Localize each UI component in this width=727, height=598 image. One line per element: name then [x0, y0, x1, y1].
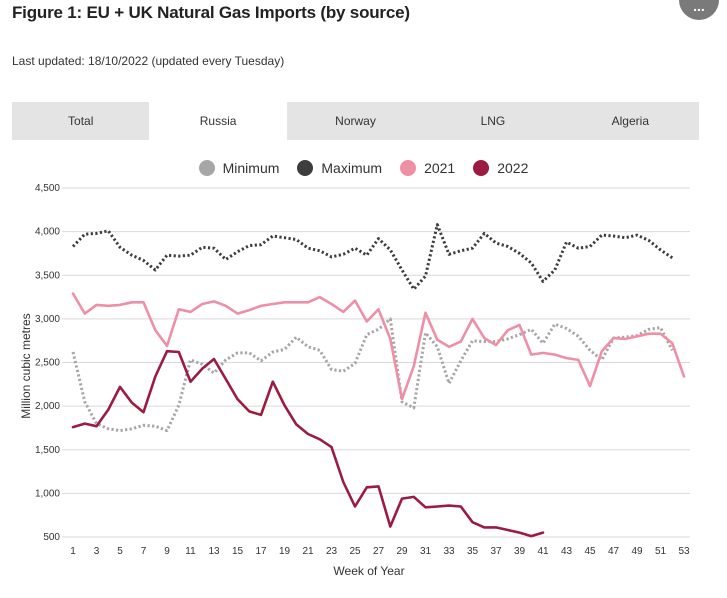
legend-item-2021[interactable]: 2021	[400, 160, 455, 176]
x-tick-label: 21	[302, 546, 314, 557]
chart-series	[71, 223, 686, 538]
x-tick-label: 7	[141, 546, 147, 557]
x-tick-label: 23	[326, 546, 338, 557]
legend-swatch-minimum	[198, 160, 215, 176]
x-tick-label: 5	[117, 546, 123, 557]
x-tick-label: 31	[420, 546, 432, 557]
x-tick-label: 39	[514, 546, 526, 557]
x-tick-label: 9	[164, 546, 170, 557]
tab-total[interactable]: Total	[68, 114, 94, 128]
x-tick-label: 15	[232, 546, 244, 557]
x-tick-label: 47	[608, 546, 620, 557]
series-line-2022	[71, 349, 545, 538]
x-tick-label: 3	[94, 546, 100, 557]
legend-swatch-maximum	[297, 160, 314, 176]
x-tick-label: 45	[584, 546, 596, 557]
chart-legend: Minimum Maximum 2021 2022	[0, 160, 727, 176]
x-tick-label: 11	[185, 546, 196, 557]
legend-item-minimum[interactable]: Minimum	[198, 160, 280, 176]
x-tick-label: 1	[70, 546, 76, 557]
y-tick-label: 3,500	[35, 270, 60, 281]
tab-russia[interactable]: Russia	[149, 102, 287, 140]
y-tick-label: 2,500	[35, 358, 60, 369]
x-axis-ticks: 1 3 5 7 9 11 13 15 17 19 21 23 25 27 29 31 33 35 37 39 41 43 4…	[70, 546, 690, 557]
legend-label-maximum: Maximum	[321, 160, 383, 176]
y-axis-ticks: 500 1,000 1,500 2,000 2,500 3,000 3,500 4,000 4,…	[35, 183, 60, 543]
x-tick-label: 35	[467, 546, 479, 557]
last-updated-text: Last updated: 18/10/2022 (updated every …	[12, 54, 285, 68]
x-axis-title: Week of Year	[333, 564, 404, 578]
chart-menu-button[interactable]: ...	[679, 0, 719, 20]
page-title: Figure 1: EU + UK Natural Gas Imports (b…	[12, 3, 410, 22]
y-tick-label: 4,000	[35, 227, 60, 238]
y-tick-label: 2,000	[35, 401, 60, 412]
series-line-maximum	[71, 223, 674, 291]
series-line-minimum	[71, 317, 674, 433]
x-tick-label: 51	[655, 546, 667, 557]
x-tick-label: 43	[561, 546, 573, 557]
legend-swatch-2021	[400, 160, 417, 176]
legend-item-maximum[interactable]: Maximum	[297, 160, 382, 176]
y-axis-title: Million cubic metres	[19, 313, 33, 418]
y-tick-label: 1,000	[35, 488, 60, 499]
y-tick-label: 500	[43, 532, 60, 543]
x-tick-label: 25	[349, 546, 361, 557]
tab-lng[interactable]: LNG	[480, 114, 506, 128]
x-tick-label: 49	[631, 546, 643, 557]
legend-label-minimum: Minimum	[222, 160, 280, 176]
legend-label-2021: 2021	[424, 160, 456, 176]
tab-algeria[interactable]: Algeria	[611, 114, 649, 128]
x-tick-label: 33	[443, 546, 455, 557]
y-tick-label: 3,000	[35, 314, 60, 325]
x-tick-label: 37	[490, 546, 502, 557]
x-tick-label: 27	[373, 546, 385, 557]
chart-grid	[62, 187, 690, 538]
x-tick-label: 17	[255, 546, 267, 557]
tab-norway[interactable]: Norway	[335, 114, 376, 128]
source-tabs: Total Russia Norway LNG Algeria	[12, 102, 699, 140]
legend-item-2022[interactable]: 2022	[473, 160, 528, 176]
legend-label-2022: 2022	[497, 160, 529, 176]
series-line-2021	[71, 292, 686, 401]
x-tick-label: 13	[208, 546, 220, 557]
y-tick-label: 4,500	[35, 183, 60, 194]
legend-swatch-2022	[473, 160, 490, 176]
x-tick-label: 19	[279, 546, 291, 557]
y-tick-label: 1,500	[35, 445, 60, 456]
x-tick-label: 29	[396, 546, 408, 557]
x-tick-label: 41	[537, 546, 549, 557]
x-tick-label: 53	[678, 546, 690, 557]
